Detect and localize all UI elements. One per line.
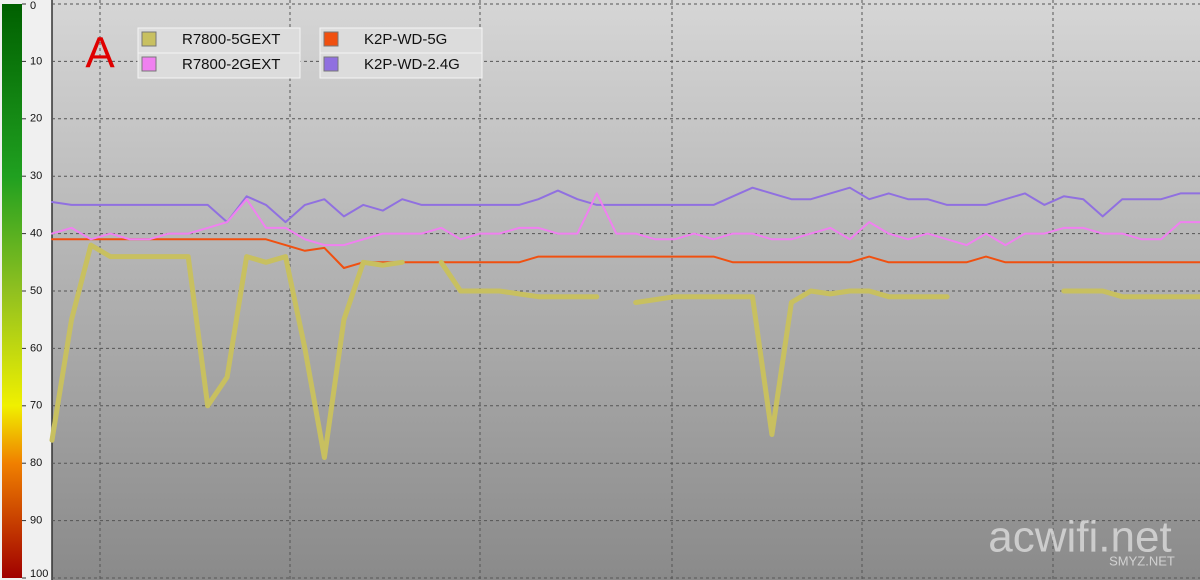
legend-box [319, 52, 483, 79]
watermark: SMYZ.NET [1109, 553, 1175, 568]
legend-swatch [141, 56, 157, 72]
legend-swatch [141, 31, 157, 47]
legend-swatch [323, 31, 339, 47]
legend-box [137, 52, 301, 79]
legend-label: R7800-2GEXT [182, 56, 280, 73]
y-tick-label: 70 [30, 400, 42, 412]
y-tick-label: 40 [30, 228, 42, 240]
lines [49, 186, 1200, 460]
watermark: acwifi.net [988, 513, 1171, 562]
y-tick-label: 100 [30, 568, 48, 580]
y-tick-label: 50 [30, 285, 42, 297]
legend-label: R7800-5GEXT [182, 31, 280, 48]
color-scale [2, 4, 22, 578]
legend-swatch [323, 56, 339, 72]
legend-label: K2P-WD-5G [364, 31, 447, 48]
series-line [51, 192, 1200, 247]
y-tick-label: 80 [30, 457, 42, 469]
y-tick-label: 0 [30, 0, 36, 12]
series-line [51, 238, 1200, 269]
y-tick-label: 60 [30, 342, 42, 354]
y-tick-label: 90 [30, 515, 42, 527]
legend-box [319, 27, 483, 54]
plot-area [52, 0, 1200, 580]
y-tick-label: 20 [30, 113, 42, 125]
y-tick-label: 30 [30, 170, 42, 182]
annotation: A [85, 29, 115, 78]
legend-label: K2P-WD-2.4G [364, 56, 460, 73]
series-line [51, 186, 1200, 224]
series-line [49, 242, 1200, 460]
y-tick-label: 10 [30, 55, 42, 67]
grid [52, 3, 1200, 579]
legend: R7800-5GEXT R7800-2GEXT K2P-WD-5G K2P-WD-2.… [137, 27, 483, 79]
